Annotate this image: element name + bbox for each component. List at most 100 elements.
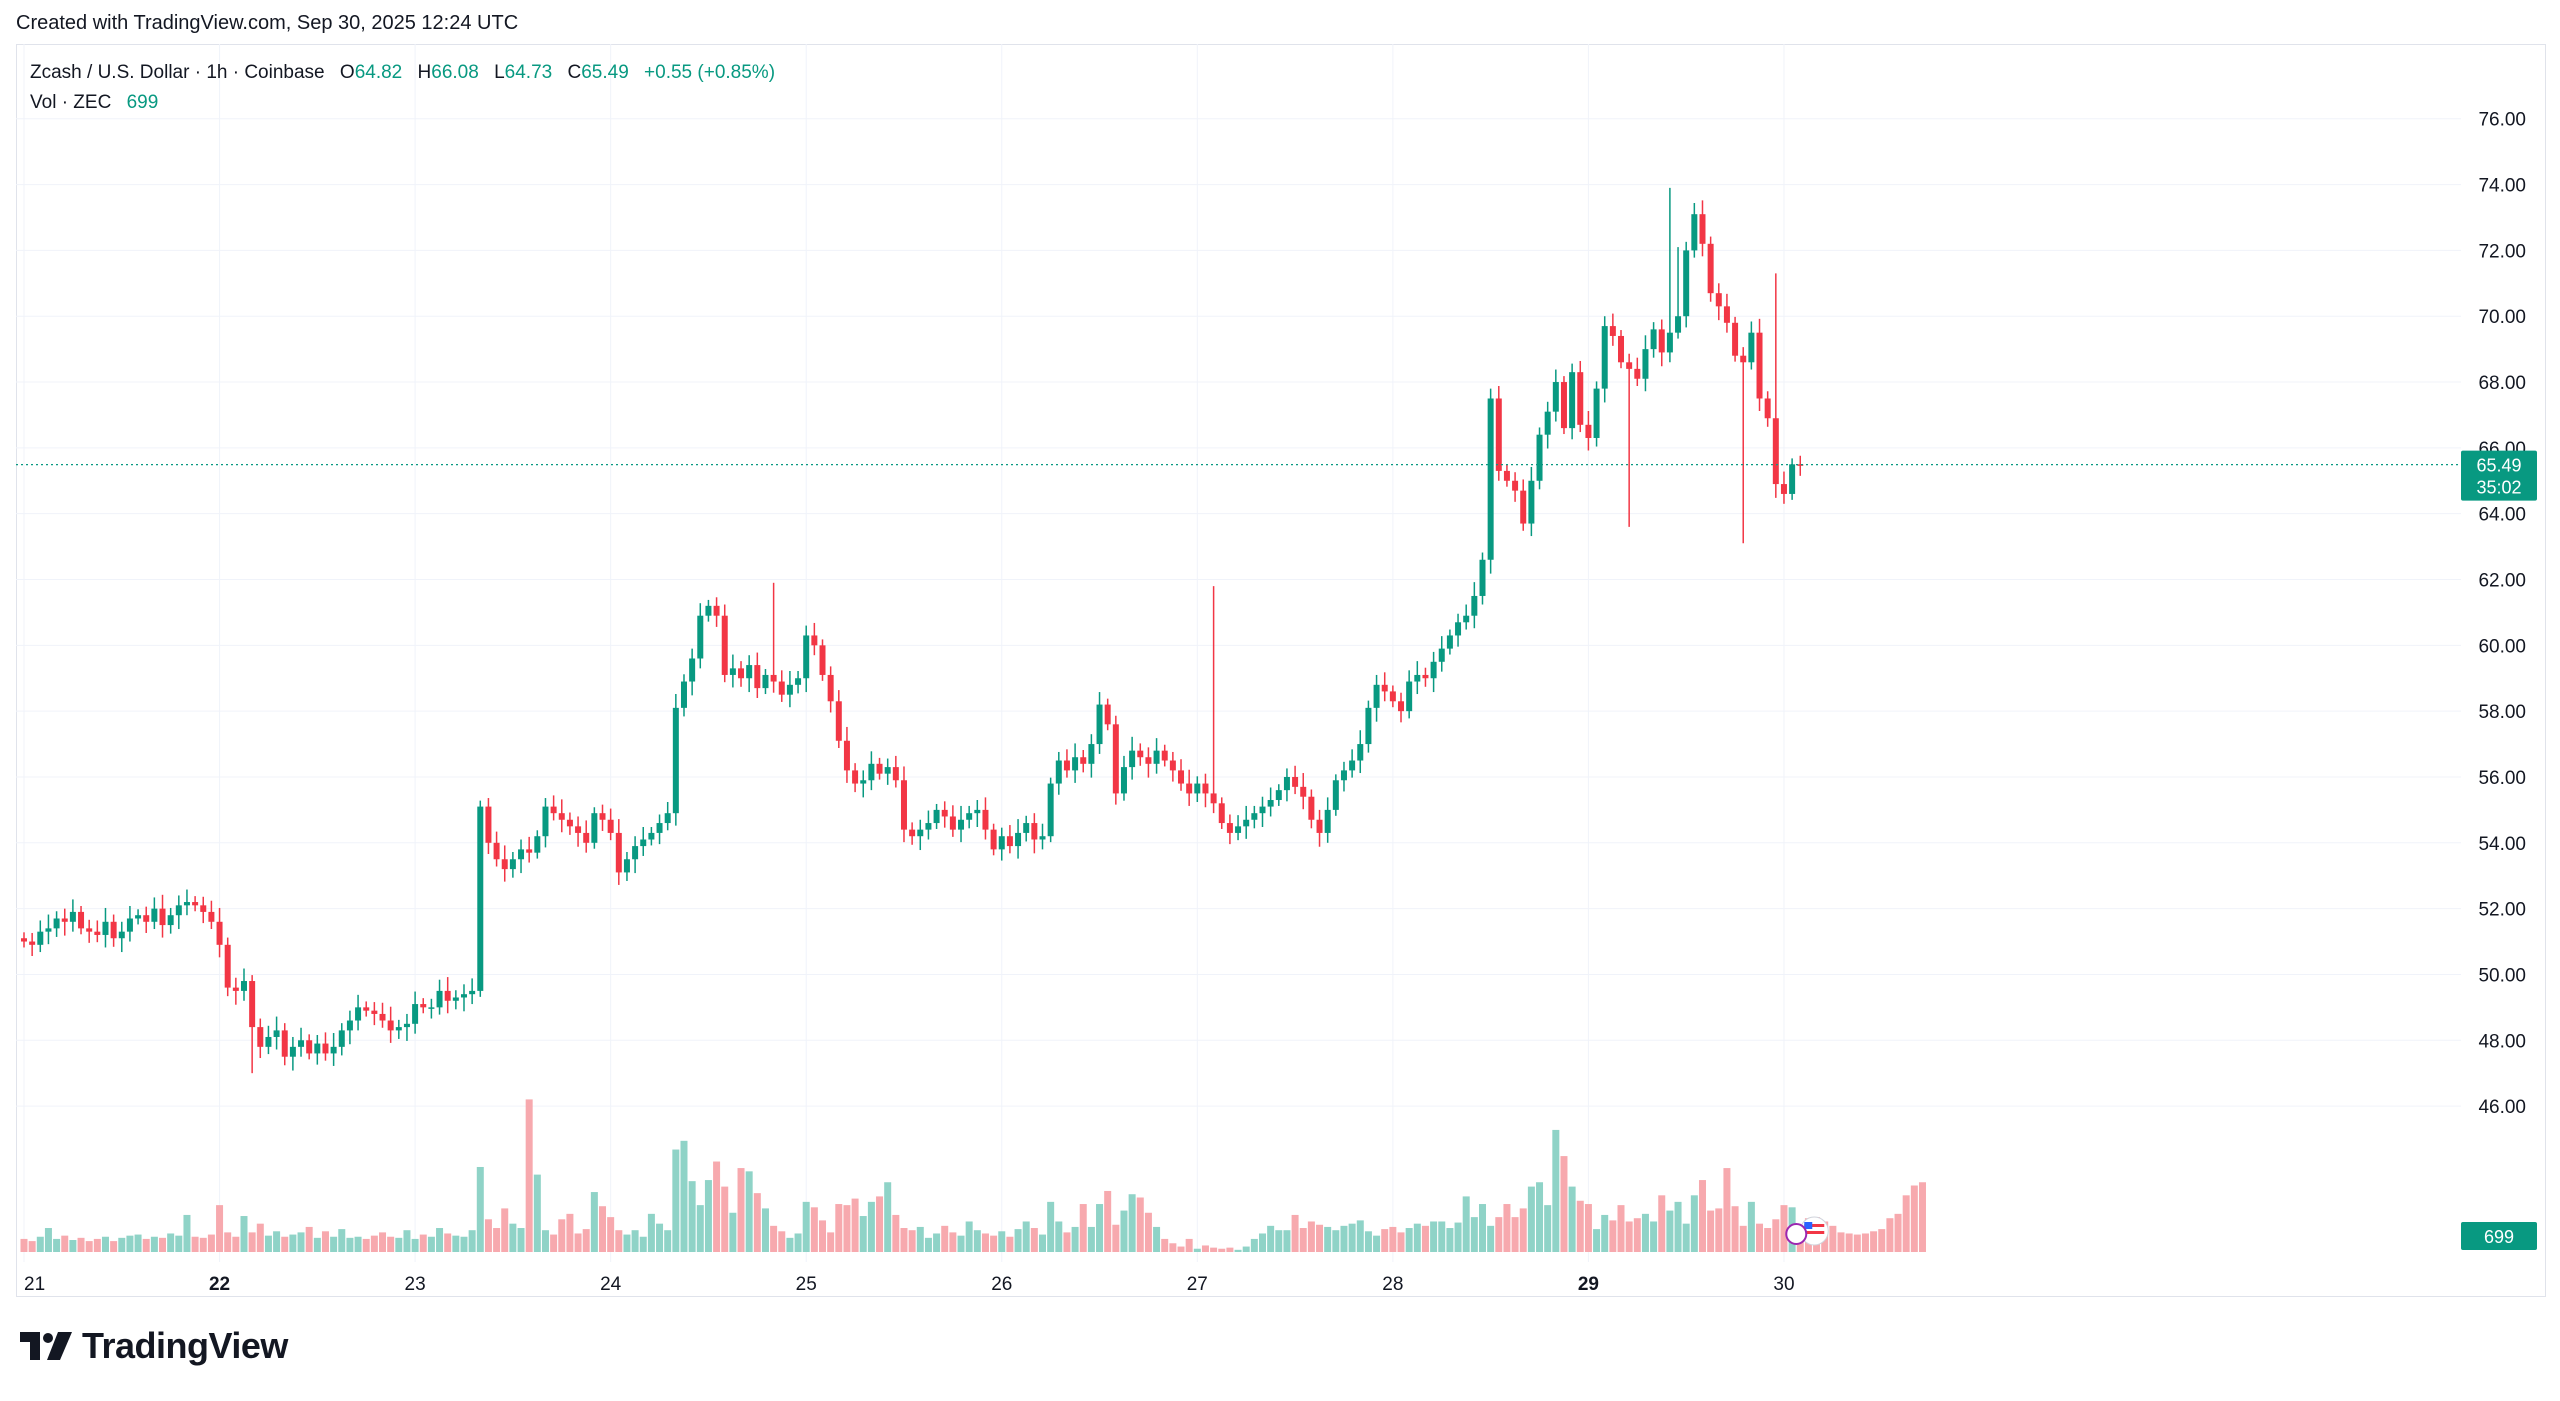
- volume-bar: [321, 1231, 329, 1252]
- volume-bar: [1071, 1226, 1079, 1252]
- candle-body: [1186, 783, 1193, 794]
- volume-bar: [232, 1236, 240, 1252]
- candle-body: [1235, 826, 1242, 833]
- volume-bar: [256, 1223, 264, 1252]
- volume-bar: [737, 1168, 745, 1252]
- candle-body: [892, 767, 899, 781]
- volume-bar: [1397, 1232, 1405, 1252]
- price-tick-label: 50.00: [2478, 965, 2526, 986]
- legend-change: +0.55 (+0.85%): [644, 62, 776, 83]
- volume-bar: [550, 1234, 558, 1252]
- candle-body: [436, 990, 443, 1008]
- candle-body: [1520, 490, 1527, 524]
- volume-bar: [476, 1166, 484, 1252]
- candle-body: [1324, 809, 1331, 833]
- candle-body: [1349, 760, 1356, 771]
- candle-body: [925, 823, 932, 830]
- candle-body: [395, 1027, 402, 1031]
- candlestick-chart[interactable]: 76.0074.0072.0070.0068.0066.0064.0062.00…: [16, 44, 2546, 1297]
- volume-bar: [1756, 1223, 1764, 1252]
- candle-body: [1552, 382, 1559, 412]
- volume-bar: [1047, 1201, 1055, 1252]
- legend-high-value: 66.08: [431, 62, 479, 83]
- volume-bar: [851, 1198, 859, 1252]
- candle-body: [1748, 332, 1755, 363]
- volume-bar: [69, 1240, 77, 1252]
- time-tick-label: 26: [991, 1274, 1012, 1295]
- volume-bar: [150, 1236, 158, 1252]
- volume-bar: [1389, 1226, 1397, 1252]
- volume-bar: [1006, 1236, 1014, 1252]
- candle-body: [1797, 464, 1804, 466]
- candle-body: [143, 915, 150, 922]
- volume-bar: [1527, 1186, 1535, 1252]
- volume-bar: [1128, 1194, 1136, 1252]
- candle-body: [257, 1027, 264, 1047]
- candle-body: [1414, 674, 1421, 682]
- candle-body: [689, 658, 696, 682]
- volume-bar: [110, 1241, 118, 1252]
- volume-bar: [664, 1230, 672, 1252]
- volume-bar: [1104, 1190, 1112, 1252]
- candle-body: [379, 1013, 386, 1021]
- candle-body: [1479, 559, 1486, 596]
- candle-body: [1308, 796, 1315, 820]
- us-flag-canton-icon: [1804, 1222, 1813, 1229]
- candle-body: [917, 829, 924, 837]
- volume-bar: [1739, 1225, 1747, 1252]
- volume-bar: [1413, 1223, 1421, 1252]
- candle-body: [550, 806, 557, 814]
- candle-body: [37, 931, 44, 945]
- volume-bar: [1902, 1195, 1910, 1252]
- candle-body: [224, 944, 231, 988]
- legend-ohlc-row: Zcash / U.S. Dollar · 1h · Coinbase O64.…: [30, 58, 775, 88]
- volume-bar: [843, 1205, 851, 1252]
- candle-body: [78, 911, 85, 929]
- time-tick-label: 29: [1578, 1274, 1599, 1295]
- volume-bar: [933, 1233, 941, 1252]
- candle-body: [420, 1004, 427, 1008]
- volume-bar: [224, 1232, 232, 1252]
- candle-body: [1332, 780, 1339, 810]
- candle-body: [1145, 757, 1152, 764]
- candle-body: [1194, 783, 1201, 794]
- volume-bar: [297, 1232, 305, 1252]
- candle-body: [1398, 701, 1405, 712]
- price-tick-label: 62.00: [2478, 571, 2526, 592]
- volume-bar: [957, 1235, 965, 1252]
- candle-body: [583, 832, 590, 843]
- legend-high-label: H: [417, 62, 432, 83]
- volume-bar: [1169, 1243, 1177, 1252]
- candle-body: [1129, 750, 1136, 768]
- price-tick-label: 56.00: [2478, 768, 2526, 789]
- candle-body: [713, 605, 720, 616]
- time-tick-label: 24: [600, 1274, 622, 1295]
- volume-tag-value: 699: [2484, 1227, 2514, 1247]
- volume-bar: [1267, 1225, 1275, 1252]
- volume-bar: [1063, 1232, 1071, 1252]
- volume-bar: [696, 1205, 704, 1252]
- volume-bar: [973, 1230, 981, 1252]
- price-tick-label: 48.00: [2478, 1031, 2526, 1052]
- volume-bar: [558, 1219, 566, 1252]
- volume-bar: [1324, 1226, 1332, 1252]
- volume-bar: [770, 1225, 778, 1252]
- volume-bar: [745, 1171, 753, 1252]
- candle-body: [534, 836, 541, 853]
- price-tick-label: 72.00: [2478, 241, 2526, 262]
- volume-bar: [484, 1219, 492, 1252]
- candle-body: [754, 665, 761, 689]
- volume-bar: [1136, 1197, 1144, 1252]
- tradingview-logo[interactable]: TradingView: [20, 1325, 288, 1367]
- volume-bar: [1780, 1205, 1788, 1252]
- volume-bar: [1519, 1208, 1527, 1252]
- volume-bar: [1837, 1232, 1845, 1252]
- time-tick-label: 25: [796, 1274, 817, 1295]
- volume-bar: [802, 1201, 810, 1252]
- candle-body: [526, 849, 533, 853]
- candle-body: [371, 1010, 378, 1014]
- candle-body: [493, 842, 500, 860]
- candle-body: [900, 780, 907, 830]
- candle-body: [29, 941, 36, 945]
- volume-bar: [1438, 1221, 1446, 1252]
